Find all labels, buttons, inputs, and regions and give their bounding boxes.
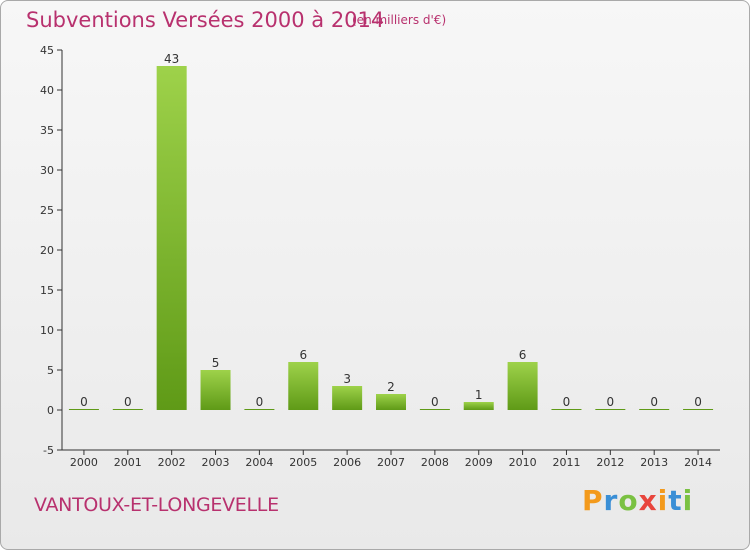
bar-2005 — [288, 362, 319, 410]
y-tick-label: -5 — [43, 444, 54, 457]
x-tick-label-2009: 2009 — [465, 456, 493, 469]
x-tick-label-2011: 2011 — [552, 456, 580, 469]
x-tick-label-2005: 2005 — [289, 456, 317, 469]
bar-2008 — [419, 409, 450, 410]
bar-2011 — [551, 409, 582, 410]
value-label-2013: 0 — [650, 395, 658, 409]
bar-2006 — [332, 386, 363, 410]
chart-title: Subventions Versées 2000 à 2014 — [26, 8, 385, 32]
x-tick-label-2006: 2006 — [333, 456, 361, 469]
bar-2002 — [156, 66, 187, 410]
x-tick-label-2012: 2012 — [596, 456, 624, 469]
commune-name: VANTOUX-ET-LONGEVELLE — [34, 494, 279, 516]
y-tick-label: 45 — [40, 44, 54, 57]
value-label-2010: 6 — [519, 348, 527, 362]
y-tick-label: 0 — [47, 404, 54, 417]
y-tick-label: 25 — [40, 204, 54, 217]
y-tick-label: 5 — [47, 364, 54, 377]
bar-2014 — [683, 409, 714, 410]
y-tick-label: 15 — [40, 284, 54, 297]
value-label-2012: 0 — [607, 395, 615, 409]
y-tick-label: 30 — [40, 164, 54, 177]
value-label-2011: 0 — [563, 395, 571, 409]
x-tick-label-2008: 2008 — [421, 456, 449, 469]
x-tick-label-2003: 2003 — [202, 456, 230, 469]
x-tick-label-2004: 2004 — [245, 456, 273, 469]
value-label-2004: 0 — [256, 395, 264, 409]
y-tick-label: 35 — [40, 124, 54, 137]
x-tick-label-2002: 2002 — [158, 456, 186, 469]
x-tick-label-2001: 2001 — [114, 456, 142, 469]
value-label-2005: 6 — [299, 348, 307, 362]
x-tick-label-2007: 2007 — [377, 456, 405, 469]
x-tick-label-2010: 2010 — [509, 456, 537, 469]
value-label-2001: 0 — [124, 395, 132, 409]
value-label-2002: 43 — [164, 52, 179, 66]
chart-subtitle: (en milliers d'€) — [352, 13, 447, 27]
bar-2004 — [244, 409, 275, 410]
bar-2001 — [112, 409, 143, 410]
value-label-2009: 1 — [475, 388, 483, 402]
bar-2012 — [595, 409, 626, 410]
bar-2003 — [200, 370, 231, 410]
value-label-2000: 0 — [80, 395, 88, 409]
x-tick-label-2014: 2014 — [684, 456, 712, 469]
bar-2007 — [376, 394, 406, 410]
bar-2013 — [639, 409, 670, 410]
value-label-2003: 5 — [212, 356, 220, 370]
y-tick-label: 40 — [40, 84, 54, 97]
y-tick-label: 10 — [40, 324, 54, 337]
value-label-2007: 2 — [387, 380, 395, 394]
x-tick-label-2013: 2013 — [640, 456, 668, 469]
bar-2009 — [463, 402, 494, 410]
proxiti-logo: Proxiti — [582, 484, 694, 517]
value-label-2006: 3 — [343, 372, 351, 386]
value-label-2014: 0 — [694, 395, 702, 409]
bar-2000 — [68, 409, 99, 410]
bar-2010 — [507, 362, 538, 410]
value-label-2008: 0 — [431, 395, 439, 409]
y-tick-label: 20 — [40, 244, 54, 257]
x-tick-label-2000: 2000 — [70, 456, 98, 469]
